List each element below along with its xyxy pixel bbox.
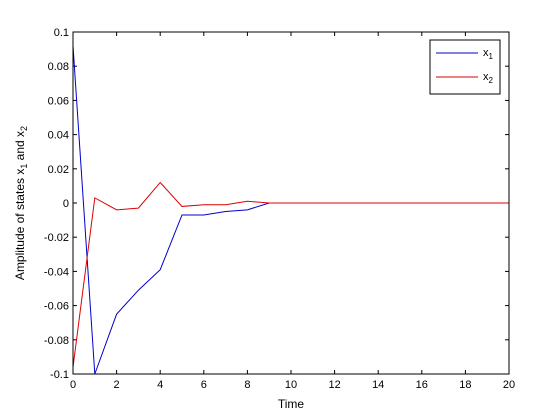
y-tick-label: 0.04 (48, 130, 69, 142)
series-line-x2 (72, 181, 509, 368)
x-tick-label: 4 (157, 379, 163, 391)
y-axis-label: Amplitude of states x1 and x2 (13, 126, 29, 280)
plot-frame (72, 31, 510, 375)
legend-label-x1: x1 (483, 47, 494, 61)
legend-label-x2: x2 (483, 71, 494, 85)
legend-box (429, 39, 501, 95)
y-tick-label: -0.04 (44, 266, 69, 278)
legend: x1 x2 (429, 39, 501, 95)
y-tick-label: 0.08 (48, 61, 69, 73)
series-lines (72, 45, 509, 375)
x-tick-label: 20 (503, 379, 515, 391)
x-axis-label: Time (278, 397, 305, 411)
y-tick-label: 0.06 (48, 95, 69, 107)
x-tick-label: 6 (201, 379, 207, 391)
x-tick-label: 2 (114, 379, 120, 391)
x-tick-label: 16 (416, 379, 428, 391)
y-tick-label: -0.1 (50, 369, 69, 381)
x-tick-label: 10 (285, 379, 297, 391)
y-tick-label: -0.08 (44, 335, 69, 347)
x-tick-label: 12 (328, 379, 340, 391)
x-tick-label: 14 (372, 379, 384, 391)
x-tick-label: 8 (244, 379, 250, 391)
x-tick-label: 0 (70, 379, 76, 391)
y-tick-label: -0.02 (44, 232, 69, 244)
y-axis: -0.1 -0.08 -0.06 -0.04 -0.02 0 0.02 0.04 0.06 0.0… (44, 27, 509, 381)
x-axis: 0 2 4 6 8 10 12 14 16 18 20 (70, 32, 515, 391)
y-tick-label: 0 (63, 198, 69, 210)
y-tick-label: 0.1 (54, 27, 69, 39)
y-tick-label: -0.06 (44, 301, 69, 313)
y-tick-label: 0.02 (48, 164, 69, 176)
x-tick-label: 18 (459, 379, 471, 391)
